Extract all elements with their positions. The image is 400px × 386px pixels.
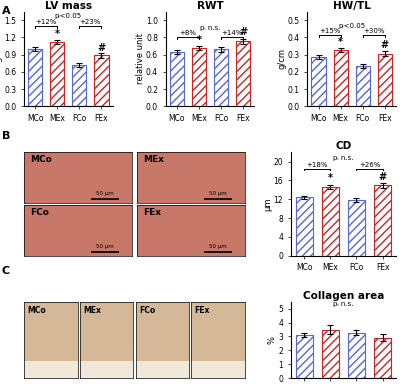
- Text: +8%: +8%: [180, 30, 196, 36]
- Text: pᵢ<0.05: pᵢ<0.05: [338, 23, 365, 29]
- Text: #: #: [97, 43, 106, 53]
- Bar: [348, 333, 365, 378]
- Bar: [94, 56, 108, 106]
- Y-axis label: %: %: [268, 336, 277, 344]
- Bar: [356, 66, 370, 106]
- Bar: [296, 197, 312, 256]
- Text: +26%: +26%: [359, 162, 380, 168]
- Bar: [236, 41, 250, 106]
- Bar: [334, 50, 348, 106]
- Bar: [28, 49, 42, 106]
- Bar: [94, 56, 108, 106]
- Text: pᵢ n.s.: pᵢ n.s.: [200, 25, 220, 30]
- Text: 50 µm: 50 µm: [209, 244, 227, 249]
- Text: MCo: MCo: [27, 306, 46, 315]
- Bar: [378, 54, 392, 106]
- Text: #: #: [379, 172, 387, 182]
- Bar: [378, 54, 392, 106]
- Bar: [296, 335, 312, 378]
- Text: *: *: [338, 37, 343, 47]
- Bar: [214, 49, 228, 106]
- Text: A: A: [2, 6, 11, 16]
- Text: FCo: FCo: [30, 208, 49, 217]
- Bar: [322, 330, 339, 378]
- Text: 50 µm: 50 µm: [96, 191, 114, 196]
- Bar: [191, 361, 245, 378]
- Bar: [72, 65, 86, 106]
- Bar: [214, 49, 228, 106]
- Title: RWT: RWT: [197, 1, 223, 11]
- Y-axis label: g: g: [0, 56, 3, 62]
- Bar: [28, 49, 42, 106]
- Bar: [136, 361, 189, 378]
- Text: C: C: [2, 266, 10, 276]
- Text: 50 µm: 50 µm: [96, 244, 114, 249]
- Bar: [348, 200, 365, 256]
- Text: +23%: +23%: [80, 19, 101, 25]
- Bar: [356, 66, 370, 106]
- Bar: [170, 52, 184, 106]
- Bar: [312, 57, 326, 106]
- Text: MEx: MEx: [143, 155, 164, 164]
- Text: *: *: [196, 35, 202, 45]
- Text: FEx: FEx: [195, 306, 210, 315]
- Bar: [236, 41, 250, 106]
- Text: MCo: MCo: [30, 155, 52, 164]
- Y-axis label: relative unit: relative unit: [136, 34, 144, 85]
- Text: 50 µm: 50 µm: [209, 191, 227, 196]
- Title: Collagen area: Collagen area: [303, 291, 384, 301]
- Text: FEx: FEx: [143, 208, 161, 217]
- Bar: [374, 185, 391, 256]
- Text: pᵢ n.s.: pᵢ n.s.: [333, 154, 354, 161]
- Title: LV mass: LV mass: [45, 1, 92, 11]
- Bar: [374, 338, 391, 378]
- Bar: [50, 42, 64, 106]
- Bar: [334, 50, 348, 106]
- Text: +12%: +12%: [36, 19, 57, 25]
- Y-axis label: μm: μm: [263, 197, 272, 211]
- Bar: [192, 48, 206, 106]
- Title: CD: CD: [335, 141, 352, 151]
- Bar: [374, 185, 391, 256]
- Bar: [170, 52, 184, 106]
- Bar: [374, 338, 391, 378]
- Text: +18%: +18%: [306, 162, 328, 168]
- Bar: [80, 361, 134, 378]
- Text: #: #: [381, 40, 389, 50]
- Bar: [50, 42, 64, 106]
- Text: pᵢ n.s.: pᵢ n.s.: [333, 301, 354, 307]
- Bar: [322, 330, 339, 378]
- Text: +15%: +15%: [319, 28, 340, 34]
- Text: pᵢ<0.05: pᵢ<0.05: [55, 13, 82, 19]
- Bar: [348, 333, 365, 378]
- Bar: [322, 187, 339, 256]
- Bar: [296, 197, 312, 256]
- Title: HW/TL: HW/TL: [333, 1, 371, 11]
- Text: B: B: [2, 131, 10, 141]
- Text: *: *: [55, 29, 60, 39]
- Text: #: #: [239, 27, 247, 37]
- Bar: [24, 361, 78, 378]
- Text: MEx: MEx: [83, 306, 101, 315]
- Bar: [322, 187, 339, 256]
- Bar: [348, 200, 365, 256]
- Y-axis label: g/cm: g/cm: [277, 48, 286, 69]
- Text: *: *: [328, 173, 333, 183]
- Text: FCo: FCo: [139, 306, 155, 315]
- Bar: [312, 57, 326, 106]
- Bar: [296, 335, 312, 378]
- Bar: [72, 65, 86, 106]
- Text: +14%: +14%: [221, 30, 243, 36]
- Text: +30%: +30%: [363, 28, 384, 34]
- Bar: [192, 48, 206, 106]
